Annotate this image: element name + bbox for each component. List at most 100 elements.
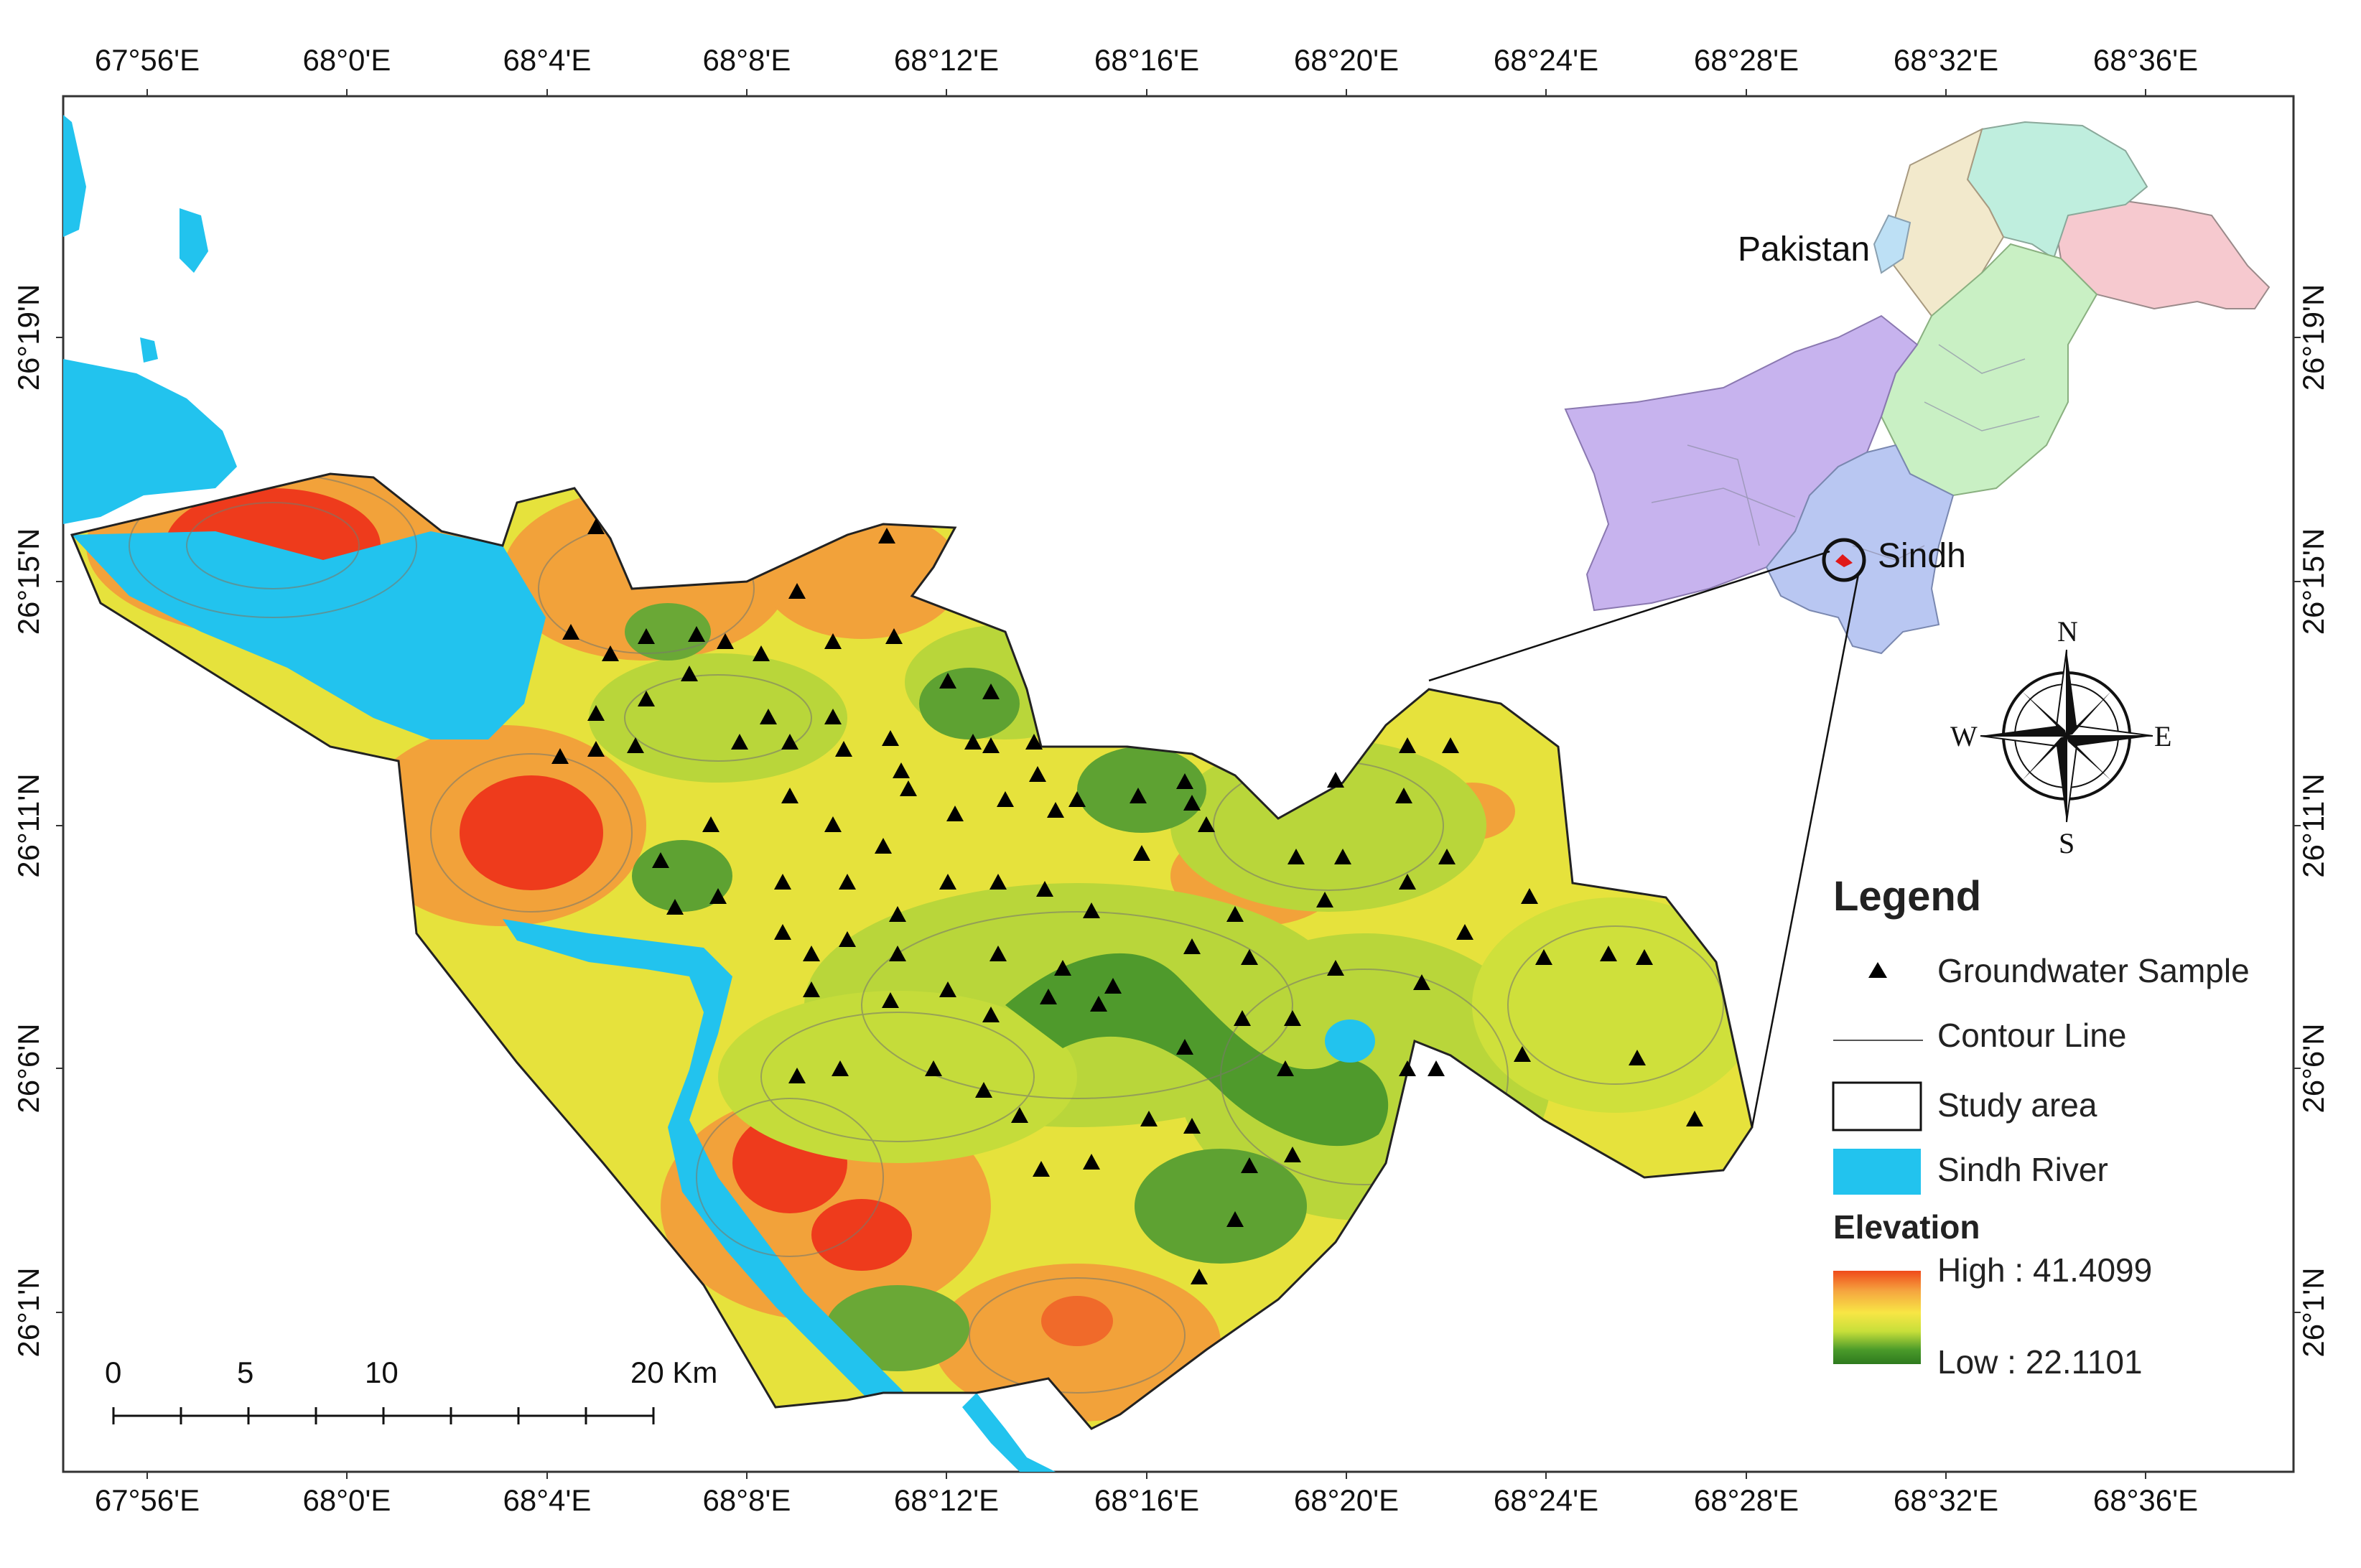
groundwater-sample-marker [638,691,655,706]
groundwater-sample-marker [1234,1010,1251,1026]
groundwater-sample-marker [1226,1211,1244,1227]
scale-label-10: 10 [365,1355,399,1389]
left-tick-label: 26°6'N [11,1023,45,1113]
groundwater-samples [551,518,1703,1284]
bottom-axis-labels: 67°56'E 68°0'E 68°4'E 68°8'E 68°12'E 68°16'E 6… [95,1483,2198,1517]
groundwater-sample-marker [824,816,842,832]
groundwater-sample-marker [1438,849,1456,864]
groundwater-sample-marker [1090,996,1107,1012]
compass-s-label: S [2059,827,2074,859]
groundwater-sample-marker [885,628,903,644]
top-tick-label: 68°20'E [1294,43,1399,77]
bottom-tick-label: 68°16'E [1094,1483,1199,1517]
inset-map-pakistan [1428,121,2271,1128]
groundwater-sample-marker [1241,949,1258,965]
groundwater-sample-marker [1284,1147,1301,1162]
groundwater-sample-marker [1241,1157,1258,1173]
groundwater-sample-marker [717,633,734,649]
groundwater-sample-marker [946,806,964,821]
groundwater-sample-marker [688,626,705,642]
groundwater-sample-marker [989,946,1007,961]
legend-study-area-box-icon [1832,1081,1922,1131]
groundwater-sample-marker [1413,974,1430,990]
top-tick-label: 68°36'E [2093,43,2198,77]
groundwater-sample-marker [1327,772,1344,788]
groundwater-sample-marker [638,628,655,644]
groundwater-sample-marker [627,737,644,753]
groundwater-sample-marker [1442,737,1459,753]
inset-country-label: Pakistan [1738,230,1870,269]
legend-river-swatch-icon [1833,1149,1921,1195]
groundwater-sample-marker [1686,1111,1703,1126]
groundwater-sample-marker [1011,1107,1028,1123]
north-arrow-icon: N S E W [1950,615,2171,859]
bottom-tick-label: 68°12'E [894,1483,999,1517]
inset-ict [1873,214,1911,274]
legend-high-label: High : 41.4099 [1937,1251,2152,1289]
groundwater-sample-marker [760,709,777,724]
compass-e-label: E [2154,720,2171,752]
groundwater-sample-marker [774,924,791,940]
groundwater-sample-marker [1176,1039,1193,1055]
groundwater-sample-marker [1399,737,1416,753]
groundwater-sample-marker [824,709,842,724]
groundwater-sample-marker [975,1082,992,1098]
top-tick-label: 68°28'E [1694,43,1799,77]
groundwater-sample-marker [1183,795,1201,811]
groundwater-sample-marker [939,981,956,997]
groundwater-sample-marker [587,518,605,534]
groundwater-sample-marker [602,645,619,661]
top-tick-label: 68°32'E [1894,43,1998,77]
legend-sample-triangle-icon [1868,962,1887,978]
groundwater-sample-marker [1428,1060,1445,1076]
scale-label-0: 0 [105,1355,121,1389]
scale-label-20: 20 Km [630,1355,717,1389]
groundwater-sample-marker [882,992,899,1008]
groundwater-sample-marker [982,737,1000,753]
groundwater-sample-marker [997,791,1014,807]
groundwater-sample-marker [1514,1046,1531,1062]
scale-bar: 0 5 10 20 Km [105,1355,717,1424]
groundwater-sample-marker [1176,773,1193,789]
groundwater-sample-marker [1068,791,1086,807]
inset-province-label: Sindh [1878,537,1966,575]
groundwater-sample-marker [1083,902,1100,918]
groundwater-sample-marker [893,762,910,778]
top-tick-label: 68°4'E [503,43,592,77]
groundwater-sample-marker [666,899,684,915]
groundwater-sample-marker [1399,874,1416,890]
inset-connector-bottom [1751,574,1860,1128]
groundwater-sample-marker [803,946,820,961]
groundwater-sample-marker [1226,906,1244,922]
left-axis-labels: 26°19'N 26°15'N 26°11'N 26°6'N 26°1'N [11,284,45,1358]
top-tick-label: 68°0'E [303,43,391,77]
top-tick-label: 68°8'E [703,43,791,77]
bottom-tick-label: 68°4'E [503,1483,592,1517]
legend-river-label: Sindh River [1937,1151,2108,1188]
groundwater-sample-marker [788,583,806,599]
inset-connector-top [1428,550,1830,682]
right-tick-label: 26°19'N [2296,284,2330,391]
groundwater-sample-marker [1025,734,1043,750]
groundwater-sample-marker [1395,788,1412,803]
right-tick-label: 26°1'N [2296,1267,2330,1357]
groundwater-sample-marker [803,981,820,997]
groundwater-sample-marker [1456,924,1473,940]
groundwater-sample-marker [551,748,569,764]
right-tick-label: 26°15'N [2296,528,2330,635]
groundwater-sample-marker [1133,845,1150,861]
groundwater-sample-marker [1036,881,1053,897]
groundwater-sample-marker [1399,1060,1416,1076]
right-axis-labels: 26°19'N 26°15'N 26°11'N 26°6'N 26°1'N [2296,284,2330,1358]
groundwater-sample-marker [1047,802,1064,818]
groundwater-sample-marker [1284,1010,1301,1026]
inset-study-locator [1822,538,1866,582]
groundwater-sample-marker [1535,949,1552,965]
groundwater-sample-marker [1334,849,1351,864]
groundwater-sample-marker [1054,960,1071,976]
right-tick-label: 26°6'N [2296,1023,2330,1113]
top-tick-label: 68°16'E [1094,43,1199,77]
left-tick-label: 26°15'N [11,528,45,635]
compass-w-label: W [1950,720,1978,752]
